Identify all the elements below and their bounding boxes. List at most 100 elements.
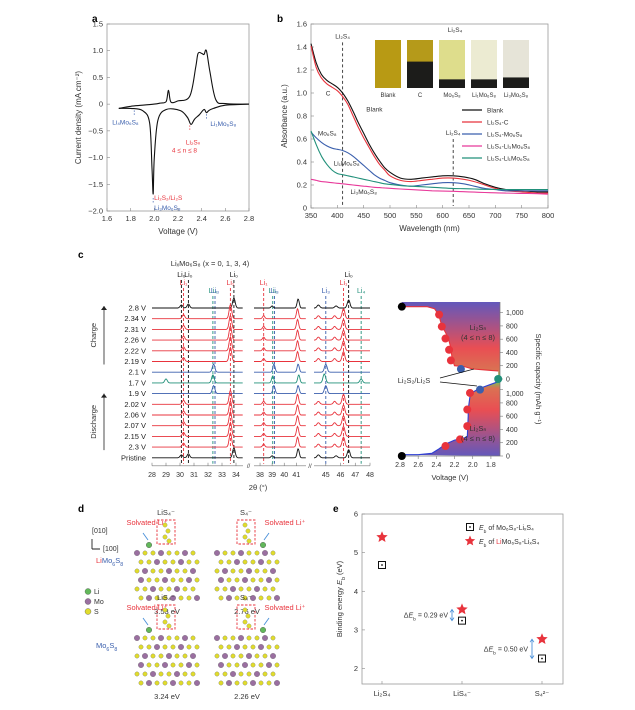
xrd-trace <box>152 410 243 427</box>
s-atom <box>174 550 180 556</box>
x-tick-label: 48 <box>366 472 374 479</box>
y-axis-label: Binding energy Eb (eV) <box>335 560 347 637</box>
s-atom <box>158 671 164 677</box>
capacity-point <box>446 356 455 365</box>
x-tick-label: 750 <box>515 211 528 220</box>
y-axis-label-part: (eV) <box>335 560 344 577</box>
legend-label: Li₂S₄-C <box>487 120 509 127</box>
mo-atom <box>254 671 260 677</box>
s-atom <box>134 586 140 592</box>
s-atom <box>242 522 248 528</box>
discharge-arrow-head <box>101 393 107 398</box>
xrd-trace <box>254 298 306 309</box>
panel-c-capacity-chart: 2.8 2.6 2.4 2.2 2.0 1.8 Voltage (V) 1,000 800 600… <box>395 302 543 482</box>
legend-label: Blank <box>487 108 504 115</box>
s-atom <box>146 644 152 650</box>
mo6s8-point <box>458 616 466 625</box>
s-atom <box>226 577 232 583</box>
mo-atom <box>146 680 152 686</box>
vial-label: Li₃Mo₆S₈ <box>504 93 529 99</box>
reference-line-label: Li₁ <box>180 280 188 287</box>
s-atom <box>214 568 220 574</box>
s-atom <box>234 577 240 583</box>
y-tick-label: 400 <box>506 350 518 357</box>
x-tick-label: 29 <box>162 472 170 479</box>
s-atom <box>165 528 171 534</box>
legend-label: Li₂S₄-Li₃Mo₆S₈ <box>487 144 530 151</box>
legend-square-icon-dot <box>469 526 471 528</box>
trace-label: 2.1 V <box>128 368 146 377</box>
mo-atom <box>226 595 232 601</box>
vial <box>375 40 401 88</box>
legend-label-part: Li <box>496 539 502 546</box>
adsorbate-box <box>156 604 176 630</box>
x-tick-label: 38 <box>256 472 264 479</box>
mo-atom <box>238 550 244 556</box>
series-line <box>310 130 548 191</box>
trace-label: 2.15 V <box>124 432 146 441</box>
xrd-trace <box>152 399 243 416</box>
trace-label: 2.22 V <box>124 346 146 355</box>
panel-b-letter: b <box>277 14 283 25</box>
y-tick-label: 0 <box>506 454 510 461</box>
xrd-trace <box>254 393 306 405</box>
s-atom <box>142 671 148 677</box>
region-label: Li₂Sₙ <box>470 424 487 433</box>
mo-atom <box>186 662 192 668</box>
vial-sediment <box>503 77 529 88</box>
capacity-point <box>463 422 472 431</box>
mo-atom <box>158 550 164 556</box>
mo-atom <box>250 680 256 686</box>
substrate-label-part: S <box>109 641 114 650</box>
x-tick-label: 600 <box>436 211 449 220</box>
x-tick-label: 1.8 <box>125 214 135 223</box>
delta-annotation-part: b <box>493 650 496 656</box>
mo-atom <box>226 680 232 686</box>
s-atom <box>194 577 200 583</box>
limo6s8-point <box>536 633 548 644</box>
xrd-trace <box>152 432 243 448</box>
x-axis-label: Voltage (V) <box>431 473 469 482</box>
s-atom <box>238 568 244 574</box>
x-tick-label: 46 <box>337 472 345 479</box>
mo-atom <box>142 568 148 574</box>
legend-label: Li₂S₄-Mo₆S₈ <box>487 132 523 139</box>
s-atom <box>154 577 160 583</box>
capacity-fill <box>401 302 500 456</box>
delta-arrow-head <box>529 638 535 660</box>
y-tick-label: 6 <box>354 510 358 519</box>
x-tick-label: 40 <box>280 472 288 479</box>
xrd-trace <box>254 363 306 373</box>
x-axis-label: 2θ (°) <box>249 483 268 492</box>
y-tick-label: 5 <box>354 548 358 557</box>
mo-atom <box>134 635 140 641</box>
xrd-trace <box>314 299 370 309</box>
xrd-trace <box>152 389 243 405</box>
s-atom <box>170 559 176 565</box>
x-tick-label: 2.0 <box>468 462 478 469</box>
s-atom <box>230 550 236 556</box>
substrate-label-part: 6 <box>112 562 115 568</box>
y-tick-label: 2 <box>354 664 358 673</box>
mo-atom <box>154 559 160 565</box>
mo-atom <box>250 595 256 601</box>
xrd-trace <box>254 403 306 416</box>
legend-atom-mo <box>84 598 92 605</box>
s-atom <box>182 586 188 592</box>
capacity-point <box>397 452 406 460</box>
s-atom <box>154 662 160 668</box>
y-tick-label: 800 <box>506 400 518 407</box>
cv-annotation: Li₃Mo₆S₈ <box>154 205 181 212</box>
s-atom <box>258 662 264 668</box>
x-tick-label: 2.6 <box>413 462 423 469</box>
mo-atom <box>138 662 144 668</box>
y-axis-label-part: Binding energy <box>335 585 344 637</box>
legend-label-part: b <box>484 543 487 549</box>
mo-atom <box>234 644 240 650</box>
x-tick-label: 33 <box>218 472 226 479</box>
adsorbate-box <box>236 604 256 630</box>
legend-label: Li₂S₄-Li₁Mo₆S₈ <box>487 156 530 163</box>
xrd-trace <box>254 318 306 330</box>
substrate-label-part: 6 <box>106 647 109 653</box>
cv-curve-0 <box>118 49 250 109</box>
